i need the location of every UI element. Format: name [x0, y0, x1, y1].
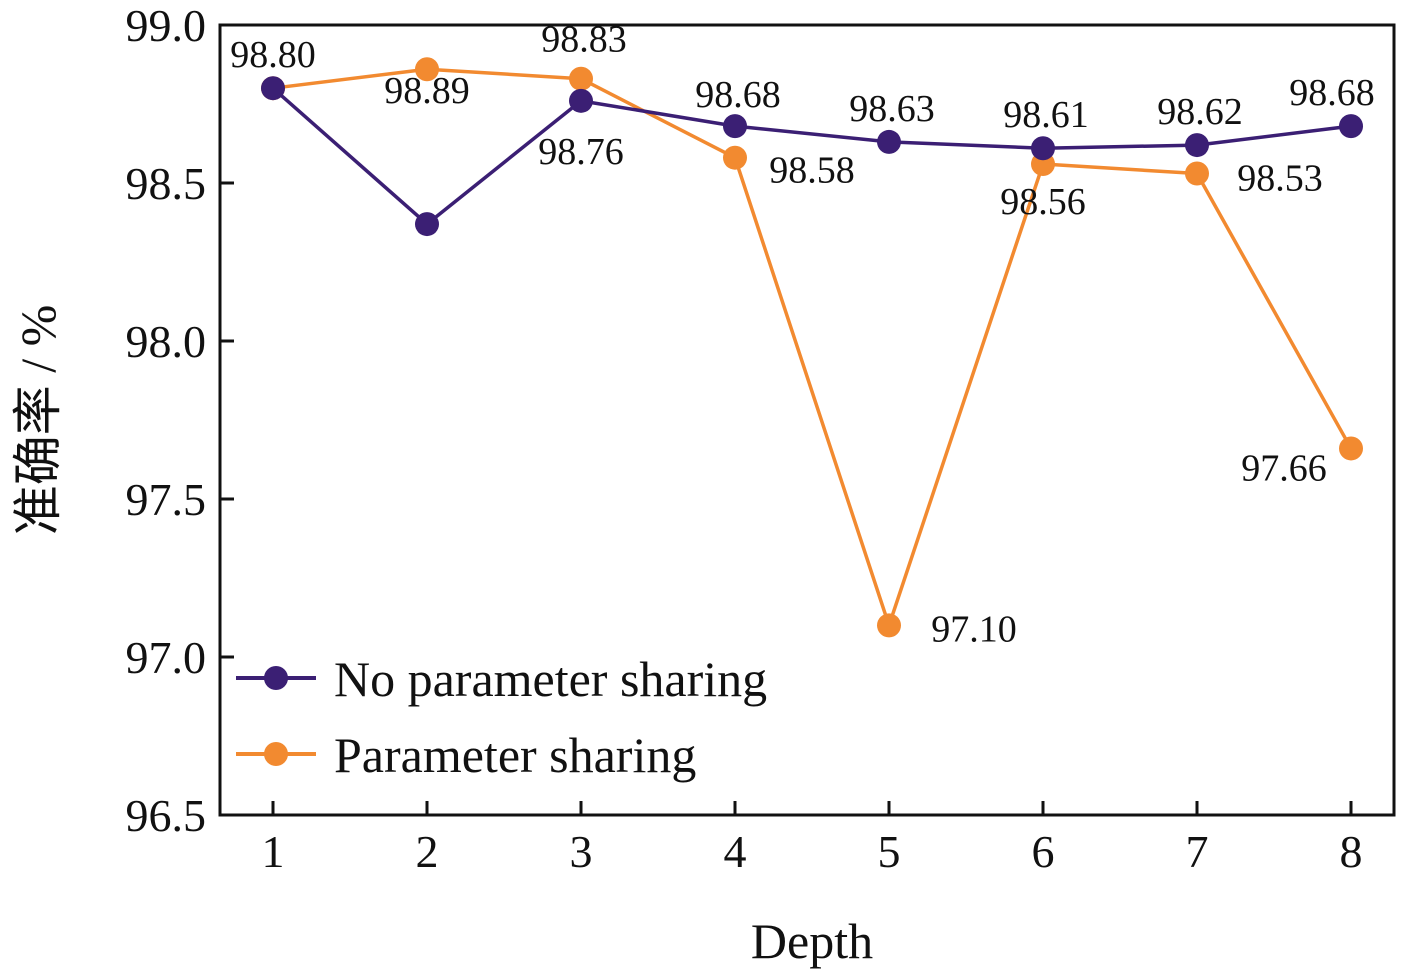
data-label: 98.56 — [1000, 181, 1086, 223]
x-tick-label: 5 — [878, 826, 901, 877]
data-point — [723, 114, 747, 139]
y-tick-label: 98.5 — [126, 158, 207, 209]
data-point — [1185, 161, 1209, 186]
x-tick-label: 2 — [416, 826, 439, 877]
data-point — [1031, 136, 1055, 161]
plot-area-group — [218, 23, 1396, 817]
x-tick-label: 6 — [1032, 826, 1055, 877]
series-no-parameter-sharing — [261, 76, 1363, 237]
data-point — [1339, 436, 1363, 461]
data-label: 98.68 — [695, 74, 781, 116]
x-tick-label: 3 — [570, 826, 593, 877]
data-point — [723, 145, 747, 170]
data-label: 98.89 — [384, 70, 470, 112]
x-tick-label: 8 — [1340, 826, 1363, 877]
x-tick-label: 7 — [1186, 826, 1209, 877]
data-point — [415, 212, 439, 237]
y-axis-title: 准确率 / % — [10, 305, 66, 536]
data-label: 98.68 — [1289, 72, 1375, 114]
x-tick-label: 1 — [262, 826, 285, 877]
legend-marker — [264, 666, 288, 690]
data-label: 98.83 — [541, 19, 627, 61]
series-layer — [261, 57, 1363, 638]
y-tick-label: 98.0 — [126, 316, 207, 367]
data-label: 98.53 — [1237, 158, 1323, 200]
data-label: 98.63 — [849, 88, 935, 130]
legend-marker — [264, 742, 288, 766]
data-label: 98.58 — [769, 150, 855, 192]
legend-item: Parameter sharing — [236, 727, 696, 783]
data-labels: 98.76 98.68 98.63 98.61 98.62 98.68 98.80 98.89… — [230, 19, 1375, 651]
y-axis: 96.5 97.0 97.5 98.0 98.5 99.0 — [126, 0, 234, 841]
legend: No parameter sharing Parameter sharing — [236, 651, 767, 783]
y-tick-label: 96.5 — [126, 790, 207, 841]
x-axis-title: Depth — [751, 913, 873, 969]
y-tick-label: 97.0 — [126, 632, 207, 683]
data-label: 97.66 — [1241, 447, 1327, 489]
series-line — [272, 67, 1353, 628]
data-label: 98.62 — [1157, 91, 1243, 133]
data-point — [415, 57, 439, 82]
legend-label: Parameter sharing — [334, 727, 696, 783]
legend-label: No parameter sharing — [334, 651, 767, 707]
data-point — [877, 129, 901, 154]
y-tick-label: 99.0 — [126, 0, 207, 51]
data-label: 98.76 — [538, 131, 624, 173]
plot-frame — [218, 23, 1396, 817]
data-point — [569, 66, 593, 91]
legend-item: No parameter sharing — [236, 651, 767, 707]
series-line — [271, 86, 1352, 226]
data-label: 98.61 — [1003, 94, 1089, 136]
x-axis: 1 2 3 4 5 6 7 8 — [262, 801, 1363, 877]
data-label: 97.10 — [931, 608, 1017, 650]
data-label: 98.80 — [230, 34, 316, 76]
data-point — [261, 76, 285, 101]
data-point — [569, 88, 593, 113]
data-point — [1185, 133, 1209, 158]
y-tick-label: 97.5 — [126, 474, 207, 525]
x-tick-label: 4 — [724, 826, 747, 877]
data-point — [1339, 114, 1363, 139]
data-point — [877, 613, 901, 638]
